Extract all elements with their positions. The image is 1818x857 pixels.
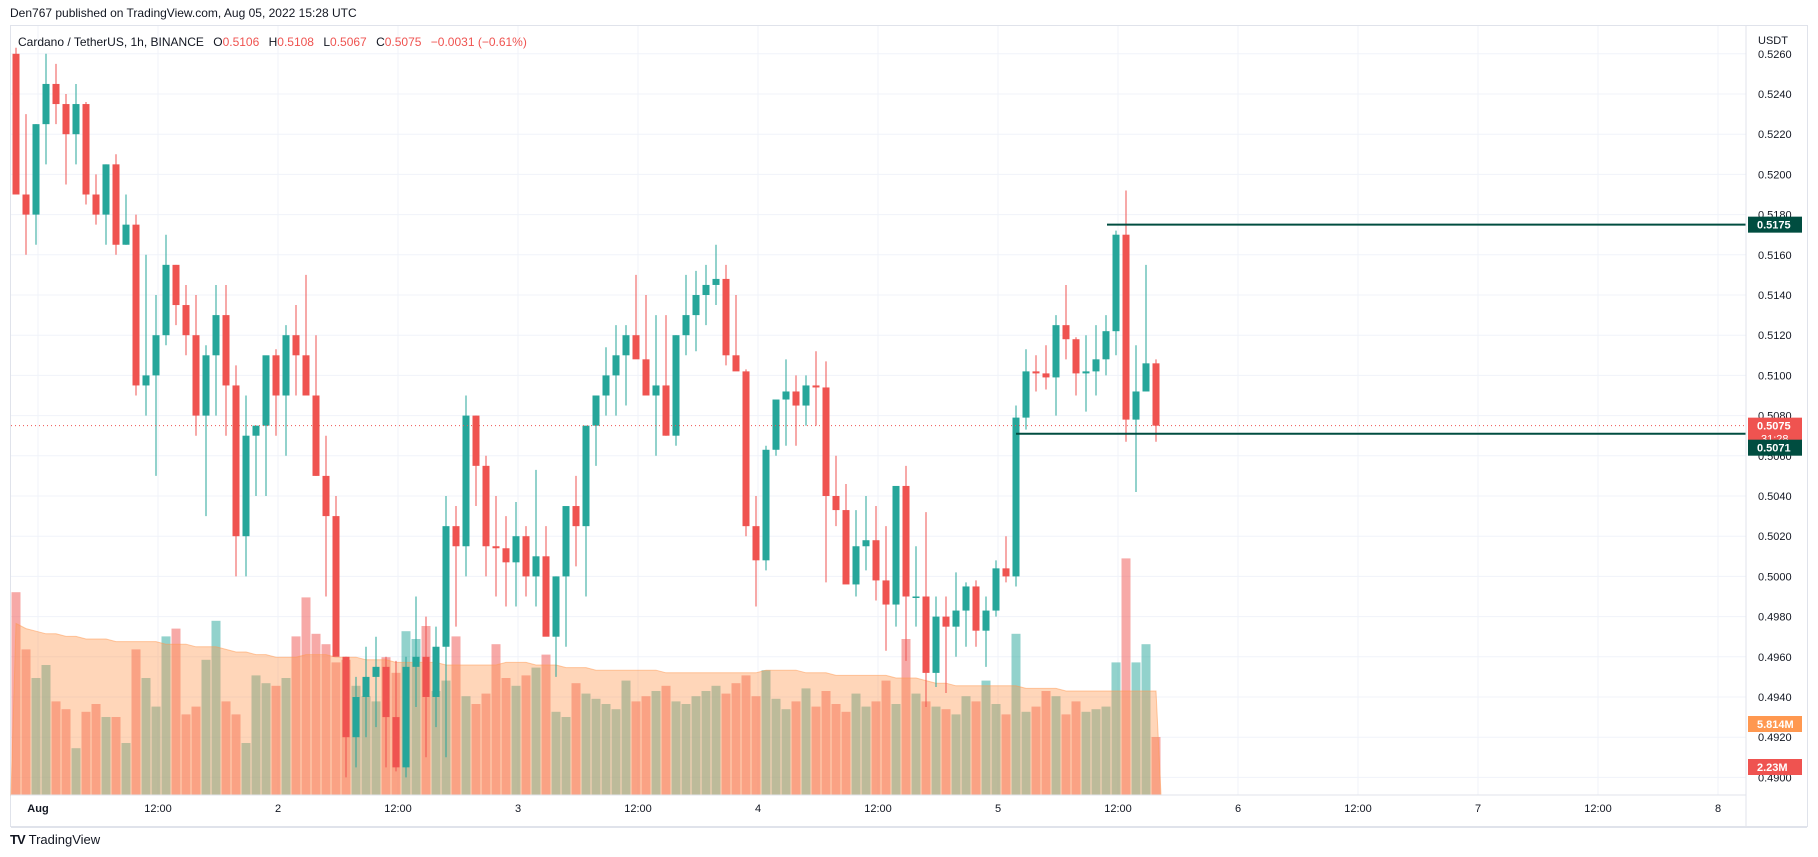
open-label: O	[213, 35, 223, 49]
volume-bars	[11, 558, 1161, 795]
time-tick: Aug	[27, 803, 48, 815]
svg-text:0.5075: 0.5075	[1757, 421, 1791, 433]
time-tick: 6	[1235, 803, 1241, 815]
volume-ma-area	[10, 622, 1162, 796]
time-tick: 8	[1715, 803, 1721, 815]
time-tick: 12:00	[624, 803, 652, 815]
time-tick: 12:00	[1344, 803, 1372, 815]
price-tick: 0.5240	[1758, 89, 1792, 101]
time-tick: 3	[515, 803, 521, 815]
time-tick: 4	[755, 803, 761, 815]
time-tick: 12:00	[1584, 803, 1612, 815]
grid-lines	[11, 26, 1746, 795]
price-tick: 0.4940	[1758, 692, 1792, 704]
open-value: 0.5106	[222, 35, 260, 49]
price-tick: 0.5260	[1758, 49, 1792, 61]
price-tick: 0.5160	[1758, 250, 1792, 262]
price-axis[interactable]: USDT0.52600.52400.52200.52000.51800.5160…	[1745, 26, 1802, 827]
price-badge	[1748, 439, 1802, 456]
price-tick: 0.5040	[1758, 491, 1792, 503]
horizontal-levels[interactable]	[1016, 223, 1746, 435]
candlesticks	[12, 47, 1160, 778]
close-value: 0.5075	[384, 35, 422, 49]
time-tick: 12:00	[384, 803, 412, 815]
time-tick: 12:00	[144, 803, 172, 815]
svg-text:5.814M: 5.814M	[1757, 719, 1794, 731]
symbol-legend: Cardano / TetherUS, 1h, BINANCE O0.5106 …	[18, 35, 527, 49]
price-tick: 0.5200	[1758, 169, 1792, 181]
close-label: C	[376, 35, 385, 49]
price-tick: 0.5140	[1758, 290, 1792, 302]
price-badge	[1748, 216, 1802, 233]
change-value: −0.0031 (−0.61%)	[430, 35, 527, 49]
time-axis[interactable]: Aug 12:00 2 12:00 3 12:00 4 12:00 5 12:00 6 12:00 7 1…	[11, 794, 1807, 828]
price-tick: 0.4900	[1758, 772, 1792, 784]
price-tick: 0.5100	[1758, 370, 1792, 382]
footer-branding: TV TradingView	[10, 832, 100, 847]
price-tick: 0.4960	[1758, 652, 1792, 664]
low-value: 0.5067	[330, 35, 367, 49]
publisher-caption: Den767 published on TradingView.com, Aug…	[10, 6, 357, 20]
tradingview-brand[interactable]: TradingView	[28, 832, 101, 847]
svg-text:0.5175: 0.5175	[1757, 220, 1791, 232]
low-label: L	[323, 35, 331, 49]
price-tick: 0.5220	[1758, 129, 1792, 141]
price-tick: 0.5020	[1758, 531, 1792, 543]
price-tick: 0.5120	[1758, 330, 1792, 342]
time-tick: 5	[995, 803, 1001, 815]
price-badge	[1748, 759, 1802, 775]
high-value: 0.5108	[277, 35, 314, 49]
currency-label: USDT	[1758, 35, 1788, 47]
time-tick: 12:00	[1104, 803, 1132, 815]
time-tick: 2	[275, 803, 281, 815]
price-badge	[1748, 716, 1802, 732]
price-tick: 0.5000	[1758, 571, 1792, 583]
price-tick: 0.4920	[1758, 732, 1792, 744]
symbol-name[interactable]: Cardano / TetherUS, 1h, BINANCE	[18, 35, 204, 49]
tradingview-logo-icon: TV	[10, 832, 26, 847]
price-tick: 0.4980	[1758, 612, 1792, 624]
time-tick: 12:00	[864, 803, 892, 815]
high-label: H	[268, 35, 278, 49]
svg-text:0.5071: 0.5071	[1757, 443, 1791, 455]
time-tick: 7	[1475, 803, 1481, 815]
svg-text:2.23M: 2.23M	[1757, 762, 1788, 774]
